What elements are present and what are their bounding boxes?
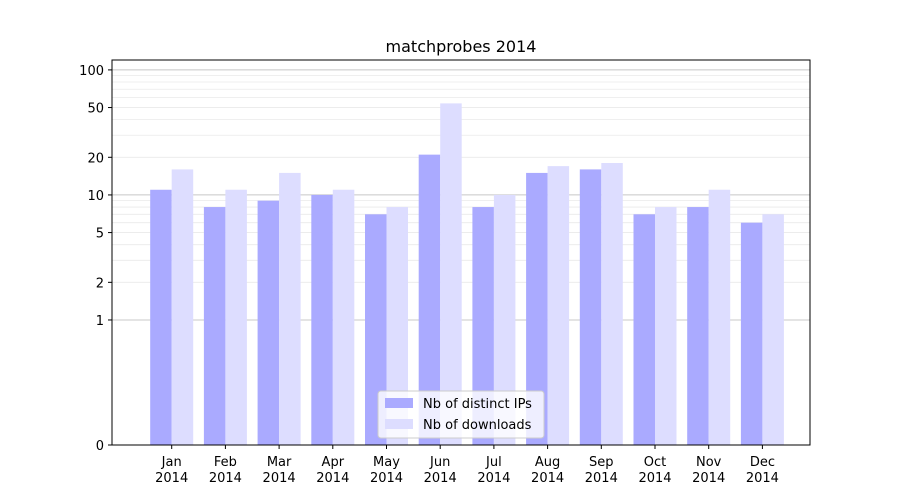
bar-distinct-ips (472, 207, 494, 445)
x-tick-label-year: 2014 (692, 471, 725, 486)
bar-distinct-ips (740, 222, 763, 445)
plot-frame (111, 59, 811, 446)
x-tick-label-year: 2014 (531, 471, 564, 486)
chart-title: matchprobes 2014 (386, 37, 537, 56)
bar-downloads (708, 189, 731, 445)
bar-downloads (762, 214, 784, 445)
bar-downloads (171, 169, 194, 445)
x-tick-label-year: 2014 (316, 471, 349, 486)
x-tick-label-year: 2014 (477, 471, 510, 486)
bar-distinct-ips (365, 214, 387, 445)
bar-downloads (655, 207, 677, 445)
x-tick-label-year: 2014 (585, 471, 618, 486)
legend-box (377, 390, 545, 439)
bar-distinct-ips (203, 207, 226, 445)
bar-distinct-ips (579, 169, 602, 445)
bar-downloads (547, 166, 570, 445)
bar-distinct-ips (418, 154, 441, 446)
bar-downloads (601, 163, 623, 445)
x-tick-label-month: Dec (750, 455, 775, 470)
x-tick-label-month: May (373, 455, 400, 470)
x-tick-label-year: 2014 (155, 471, 188, 486)
x-tick-label-month: Jan (161, 455, 182, 470)
bars-layer (150, 103, 784, 446)
x-tick-label-year: 2014 (746, 471, 779, 486)
x-tick-label-year: 2014 (638, 471, 671, 486)
legend-label: Nb of downloads (423, 418, 532, 433)
x-tick-label-month: Sep (589, 455, 614, 470)
x-tick-label-year: 2014 (263, 471, 296, 486)
y-tick-label: 1 (96, 314, 104, 329)
bar-distinct-ips (526, 172, 548, 445)
bar-downloads (493, 194, 516, 445)
x-tick-label-month: Aug (535, 455, 560, 470)
y-tick-label: 20 (87, 151, 104, 166)
y-tick-label: 50 (87, 102, 104, 117)
legend: Nb of distinct IPs Nb of downloads (377, 390, 545, 439)
y-tick-label: 10 (87, 189, 104, 204)
x-tick-label-month: Nov (696, 455, 722, 470)
x-tick-label-month: Jul (485, 455, 502, 470)
y-tick-label: 5 (96, 227, 104, 242)
x-tick-label-year: 2014 (209, 471, 242, 486)
y-tick-label: 100 (79, 64, 104, 79)
legend-label: Nb of distinct IPs (423, 397, 532, 412)
y-axis: 0 1 2 5 10 20 50 100 (79, 64, 112, 454)
x-tick-label-year: 2014 (424, 471, 457, 486)
bar-downloads (440, 103, 462, 446)
bar-distinct-ips (311, 194, 333, 445)
y-tick-label: 2 (96, 276, 104, 291)
bar-downloads (386, 207, 408, 445)
x-axis: Jan2014Feb2014Mar2014Apr2014May2014Jun20… (155, 445, 779, 486)
bar-distinct-ips (687, 207, 709, 445)
x-tick-label-month: Jun (429, 455, 450, 470)
bar-distinct-ips (257, 200, 280, 445)
bar-distinct-ips (633, 214, 655, 445)
bar-downloads (332, 189, 355, 445)
x-tick-label-month: Apr (322, 455, 345, 470)
x-tick-label-month: Mar (267, 455, 292, 470)
bar-downloads (279, 172, 301, 445)
x-tick-label-month: Oct (644, 455, 666, 470)
x-tick-label-month: Feb (214, 455, 237, 470)
bar-distinct-ips (150, 189, 172, 445)
legend-swatch (385, 398, 413, 408)
x-tick-label-year: 2014 (370, 471, 403, 486)
bar-downloads (225, 189, 247, 445)
legend-swatch (385, 419, 413, 429)
y-tick-label: 0 (96, 439, 104, 454)
